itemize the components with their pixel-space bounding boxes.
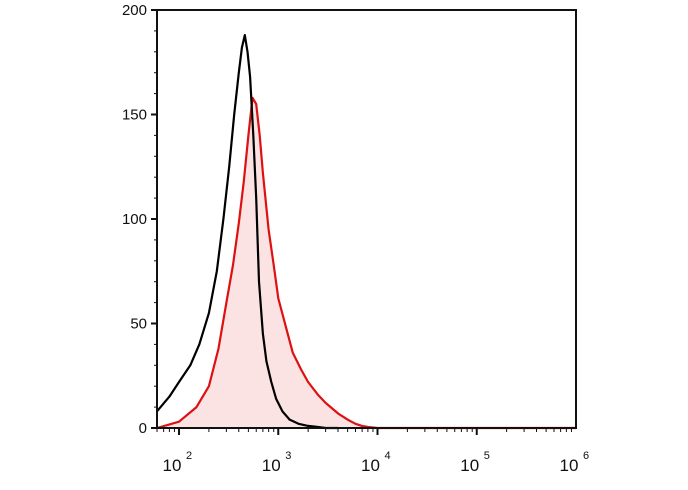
axes-layer: 0 50 100 150 200 10 2 10 3 10 4 10 5 10 6 bbox=[122, 2, 589, 475]
y-tick-label-50: 50 bbox=[130, 316, 147, 333]
series-0-line bbox=[156, 34, 338, 430]
x-tick-exponent: 4 bbox=[385, 450, 391, 462]
series-1-fill bbox=[157, 97, 576, 429]
series-1-line bbox=[156, 96, 576, 430]
plot-frame bbox=[156, 9, 577, 429]
y-tick-label-200: 200 bbox=[122, 2, 147, 19]
x-tick-label-5: 10 5 bbox=[460, 450, 490, 475]
x-tick-exponent: 5 bbox=[484, 450, 490, 462]
x-tick-label-6: 10 6 bbox=[560, 450, 590, 475]
y-tick-label-0: 0 bbox=[139, 420, 147, 437]
x-tick-base: 10 bbox=[361, 456, 380, 475]
x-tick-label-3: 10 3 bbox=[262, 450, 292, 475]
y-tick-label-100: 100 bbox=[122, 211, 147, 228]
x-tick-base: 10 bbox=[163, 456, 182, 475]
x-tick-label-4: 10 4 bbox=[361, 450, 391, 475]
series-layer bbox=[156, 34, 576, 430]
x-tick-exponent: 3 bbox=[285, 450, 291, 462]
x-tick-base: 10 bbox=[262, 456, 281, 475]
x-tick-base: 10 bbox=[460, 456, 479, 475]
x-tick-exponent: 6 bbox=[583, 450, 589, 462]
x-tick-base: 10 bbox=[560, 456, 579, 475]
y-tick-label-150: 150 bbox=[122, 107, 147, 124]
x-tick-label-2: 10 2 bbox=[163, 450, 193, 475]
x-tick-exponent: 2 bbox=[186, 450, 192, 462]
